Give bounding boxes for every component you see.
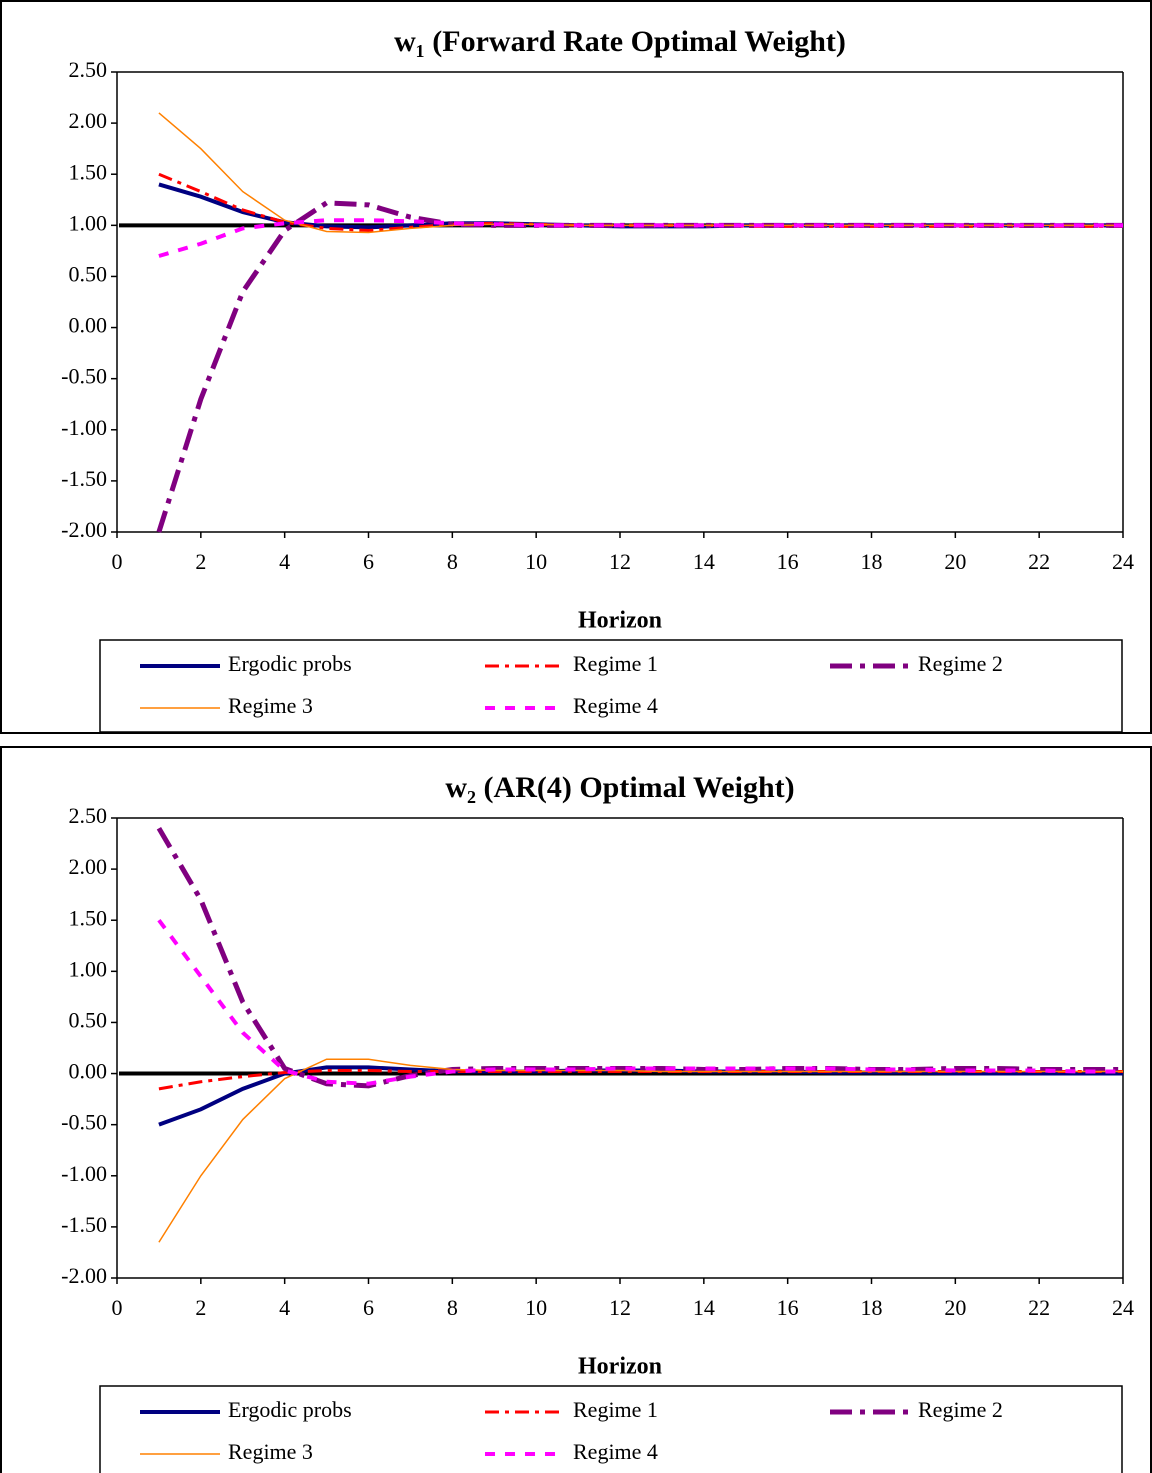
x-axis-label: Horizon bbox=[578, 1354, 662, 1380]
x-tick-label: 18 bbox=[861, 1295, 883, 1320]
x-tick-label: 10 bbox=[525, 1295, 547, 1320]
y-tick-label: -1.50 bbox=[61, 466, 107, 491]
y-tick-label: -2.00 bbox=[61, 517, 107, 542]
y-tick-label: -0.50 bbox=[61, 364, 107, 389]
x-tick-label: 6 bbox=[363, 549, 374, 574]
x-tick-label: 22 bbox=[1028, 1295, 1050, 1320]
chart-frame bbox=[0, 746, 1152, 1473]
y-tick-label: -1.00 bbox=[61, 415, 107, 440]
legend-label: Ergodic probs bbox=[228, 1397, 352, 1422]
y-tick-label: -2.00 bbox=[61, 1263, 107, 1288]
y-tick-label: 0.00 bbox=[69, 313, 108, 338]
x-tick-label: 8 bbox=[447, 1295, 458, 1320]
y-tick-label: 1.50 bbox=[69, 159, 108, 184]
series-line bbox=[156, 200, 1123, 533]
x-tick-label: 6 bbox=[363, 1295, 374, 1320]
legend-label: Regime 2 bbox=[918, 651, 1003, 676]
x-tick-label: 18 bbox=[861, 549, 883, 574]
x-tick-label: 2 bbox=[195, 549, 206, 574]
x-tick-label: 16 bbox=[777, 549, 799, 574]
y-tick-label: 0.50 bbox=[69, 1007, 108, 1032]
y-tick-label: 0.50 bbox=[69, 261, 108, 286]
y-tick-label: 0.00 bbox=[69, 1059, 108, 1084]
chart-title: w₁ (Forward Rate Optimal Weight) bbox=[394, 25, 846, 58]
x-tick-label: 0 bbox=[112, 1295, 123, 1320]
x-tick-label: 14 bbox=[693, 549, 715, 574]
series-line bbox=[158, 1058, 1123, 1243]
x-tick-label: 0 bbox=[112, 549, 123, 574]
series-line bbox=[157, 919, 1123, 1086]
x-tick-label: 14 bbox=[693, 1295, 715, 1320]
x-tick-label: 24 bbox=[1112, 1295, 1134, 1320]
x-tick-label: 22 bbox=[1028, 549, 1050, 574]
x-tick-label: 24 bbox=[1112, 549, 1134, 574]
x-tick-label: 20 bbox=[944, 1295, 966, 1320]
y-tick-label: 2.00 bbox=[69, 108, 108, 133]
legend-label: Ergodic probs bbox=[228, 651, 352, 676]
x-tick-label: 20 bbox=[944, 549, 966, 574]
y-tick-label: 1.00 bbox=[69, 210, 108, 235]
legend-label: Regime 1 bbox=[573, 1397, 658, 1422]
series-line bbox=[156, 826, 1123, 1089]
chart-title: w₂ (AR(4) Optimal Weight) bbox=[445, 771, 794, 804]
legend-label: Regime 3 bbox=[228, 693, 313, 718]
x-tick-label: 8 bbox=[447, 549, 458, 574]
series-line bbox=[158, 218, 1123, 258]
x-axis-label: Horizon bbox=[578, 608, 662, 634]
series-line bbox=[158, 112, 1123, 234]
x-tick-label: 2 bbox=[195, 1295, 206, 1320]
y-tick-label: -0.50 bbox=[61, 1110, 107, 1135]
x-tick-label: 4 bbox=[279, 549, 290, 574]
y-tick-label: 2.50 bbox=[69, 803, 108, 828]
y-tick-label: -1.00 bbox=[61, 1161, 107, 1186]
x-tick-label: 4 bbox=[279, 1295, 290, 1320]
legend-label: Regime 3 bbox=[228, 1439, 313, 1464]
x-tick-label: 12 bbox=[609, 549, 631, 574]
y-tick-label: 2.00 bbox=[69, 854, 108, 879]
x-tick-label: 12 bbox=[609, 1295, 631, 1320]
legend-box bbox=[99, 639, 1123, 733]
y-tick-label: -1.50 bbox=[61, 1212, 107, 1237]
legend-label: Regime 1 bbox=[573, 651, 658, 676]
legend-label: Regime 4 bbox=[573, 1439, 658, 1464]
y-tick-label: 2.50 bbox=[69, 57, 108, 82]
legend-box bbox=[99, 1385, 1123, 1473]
legend-label: Regime 2 bbox=[918, 1397, 1003, 1422]
x-tick-label: 10 bbox=[525, 549, 547, 574]
x-tick-label: 16 bbox=[777, 1295, 799, 1320]
y-tick-label: 1.50 bbox=[69, 905, 108, 930]
y-tick-label: 1.00 bbox=[69, 956, 108, 981]
legend-label: Regime 4 bbox=[573, 693, 658, 718]
chart-frame bbox=[0, 0, 1152, 734]
